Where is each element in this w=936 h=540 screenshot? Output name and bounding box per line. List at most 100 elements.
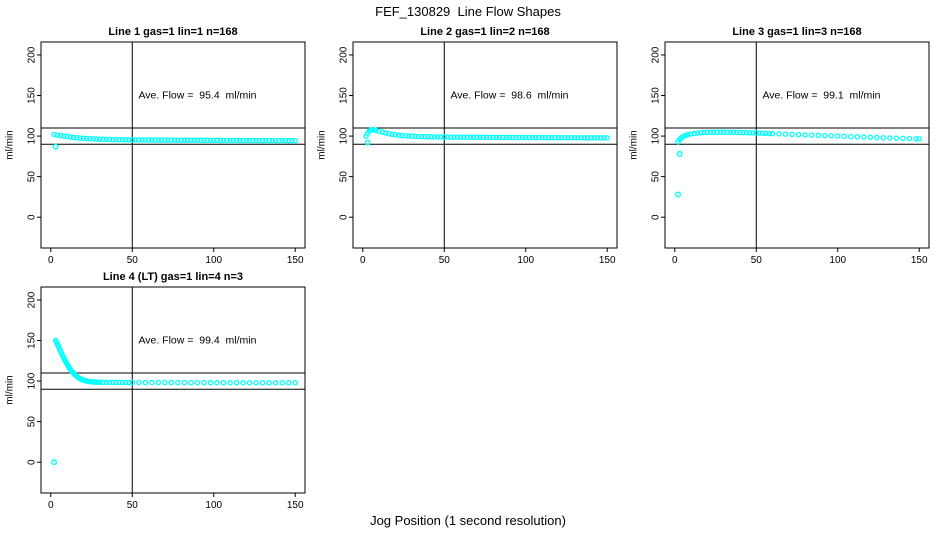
x-tick-label: 0 xyxy=(48,500,54,511)
y-tick-label: 0 xyxy=(27,459,38,465)
data-point xyxy=(230,137,237,144)
data-point xyxy=(760,130,766,136)
data-point xyxy=(220,137,227,144)
data-point xyxy=(425,134,431,140)
data-point xyxy=(753,130,760,136)
data-point xyxy=(900,135,906,142)
x-tick-label: 0 xyxy=(360,255,366,266)
data-point xyxy=(756,130,763,136)
y-tick-label: 150 xyxy=(27,87,38,104)
data-point xyxy=(77,135,83,141)
data-point xyxy=(549,134,555,141)
data-point xyxy=(207,379,214,386)
x-tick-label: 150 xyxy=(911,255,928,266)
data-point xyxy=(861,134,867,140)
data-point xyxy=(913,136,919,142)
data-point xyxy=(227,137,233,144)
data-point xyxy=(720,129,727,135)
data-point xyxy=(155,137,162,143)
data-point xyxy=(210,137,217,144)
x-tick-label: 100 xyxy=(205,255,222,266)
data-point xyxy=(733,129,740,136)
data-point xyxy=(250,137,256,144)
x-tick-label: 50 xyxy=(127,255,139,266)
data-point xyxy=(109,379,116,386)
data-point xyxy=(575,134,581,141)
data-point xyxy=(821,132,828,139)
y-tick-label: 150 xyxy=(27,332,38,349)
y-axis-unit-label: ml/min xyxy=(5,130,16,159)
data-point xyxy=(373,127,379,133)
data-point xyxy=(594,135,601,141)
x-tick-label: 0 xyxy=(48,255,54,266)
data-point xyxy=(584,135,591,141)
data-point xyxy=(272,137,279,144)
data-point xyxy=(395,132,402,138)
data-point xyxy=(188,379,194,386)
data-point xyxy=(132,137,139,143)
data-point xyxy=(279,137,285,144)
data-point xyxy=(711,129,717,136)
data-point xyxy=(766,130,773,137)
y-tick-label: 200 xyxy=(27,291,38,308)
data-point xyxy=(276,137,282,144)
ave-flow-annotation: Ave. Flow = 95.4 ml/min xyxy=(138,90,256,102)
data-point xyxy=(142,379,149,386)
y-tick-label: 100 xyxy=(651,127,662,144)
data-point xyxy=(438,134,444,140)
data-point xyxy=(539,134,545,141)
panel-title: Line 4 (LT) gas=1 lin=4 n=3 xyxy=(103,271,243,283)
data-point xyxy=(848,133,854,140)
panel-4: 0 50 100 150 0 50 100 150 200 ml/min Line 4 (LT) g… xyxy=(0,271,312,516)
data-point xyxy=(496,134,503,141)
data-point xyxy=(730,129,737,136)
data-point xyxy=(266,380,272,386)
data-point xyxy=(285,380,292,386)
data-point xyxy=(61,133,67,139)
data-point xyxy=(776,131,782,137)
data-point xyxy=(513,134,519,141)
data-point xyxy=(746,130,753,136)
data-point xyxy=(542,134,549,141)
data-point xyxy=(237,137,243,144)
data-point xyxy=(243,137,250,144)
data-point xyxy=(136,137,142,143)
data-point xyxy=(519,134,526,141)
data-point xyxy=(178,137,184,143)
data-point xyxy=(421,133,428,140)
data-point xyxy=(509,134,516,141)
data-point xyxy=(874,134,880,141)
data-point xyxy=(386,130,392,137)
data-point xyxy=(103,136,109,143)
x-tick-label: 150 xyxy=(287,255,304,266)
data-point xyxy=(841,133,848,140)
data-point xyxy=(503,134,509,141)
data-point xyxy=(266,137,272,144)
data-point xyxy=(724,129,730,136)
y-tick-label: 50 xyxy=(27,416,38,428)
data-point xyxy=(181,379,188,386)
plot-box xyxy=(664,41,930,249)
data-point xyxy=(67,134,74,140)
data-point xyxy=(588,135,594,141)
data-point xyxy=(707,129,714,136)
data-point xyxy=(188,137,194,144)
data-point xyxy=(500,134,506,141)
outlier-data-point xyxy=(364,139,371,146)
y-tick-label: 100 xyxy=(339,127,350,144)
y-tick-label: 50 xyxy=(27,171,38,183)
data-point xyxy=(688,131,694,137)
data-point xyxy=(119,136,126,143)
data-point xyxy=(480,134,487,141)
data-point xyxy=(750,130,756,136)
data-point xyxy=(526,134,532,141)
data-point xyxy=(191,137,197,144)
data-point xyxy=(217,137,224,144)
data-point xyxy=(289,137,295,144)
data-point xyxy=(171,137,178,143)
data-point xyxy=(269,137,276,144)
data-point xyxy=(122,379,129,386)
data-point xyxy=(129,137,136,143)
data-point xyxy=(408,133,415,139)
y-axis-unit-label: ml/min xyxy=(317,130,328,159)
